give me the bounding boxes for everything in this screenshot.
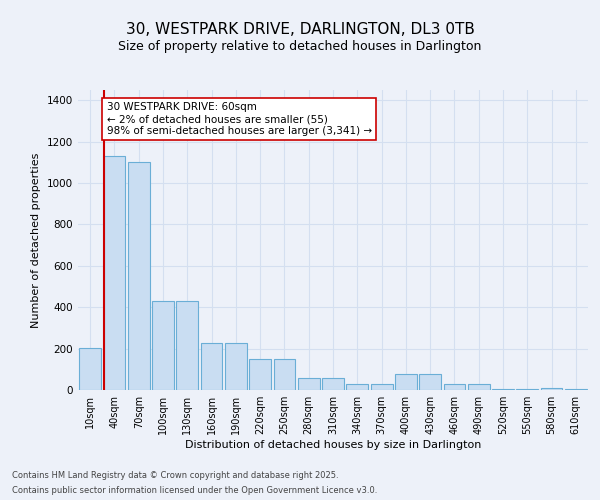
Bar: [274, 359, 295, 390]
X-axis label: Distribution of detached houses by size in Darlington: Distribution of detached houses by size …: [185, 440, 481, 450]
Text: Contains HM Land Registry data © Crown copyright and database right 2025.: Contains HM Land Registry data © Crown c…: [12, 471, 338, 480]
Bar: [517, 389, 538, 390]
Bar: [176, 301, 198, 390]
Bar: [128, 162, 149, 390]
Text: 30, WESTPARK DRIVE, DARLINGTON, DL3 0TB: 30, WESTPARK DRIVE, DARLINGTON, DL3 0TB: [125, 22, 475, 38]
Bar: [419, 374, 441, 390]
Bar: [104, 156, 125, 390]
Bar: [541, 388, 562, 390]
Text: Size of property relative to detached houses in Darlington: Size of property relative to detached ho…: [118, 40, 482, 53]
Bar: [443, 384, 466, 390]
Bar: [492, 389, 514, 390]
Bar: [468, 384, 490, 390]
Text: 30 WESTPARK DRIVE: 60sqm
← 2% of detached houses are smaller (55)
98% of semi-de: 30 WESTPARK DRIVE: 60sqm ← 2% of detache…: [107, 102, 372, 136]
Text: Contains public sector information licensed under the Open Government Licence v3: Contains public sector information licen…: [12, 486, 377, 495]
Bar: [225, 344, 247, 390]
Bar: [565, 389, 587, 390]
Bar: [371, 384, 392, 390]
Bar: [298, 378, 320, 390]
Bar: [322, 378, 344, 390]
Bar: [152, 301, 174, 390]
Bar: [346, 384, 368, 390]
Bar: [249, 359, 271, 390]
Bar: [395, 374, 417, 390]
Y-axis label: Number of detached properties: Number of detached properties: [31, 152, 41, 328]
Bar: [200, 344, 223, 390]
Bar: [79, 348, 101, 390]
